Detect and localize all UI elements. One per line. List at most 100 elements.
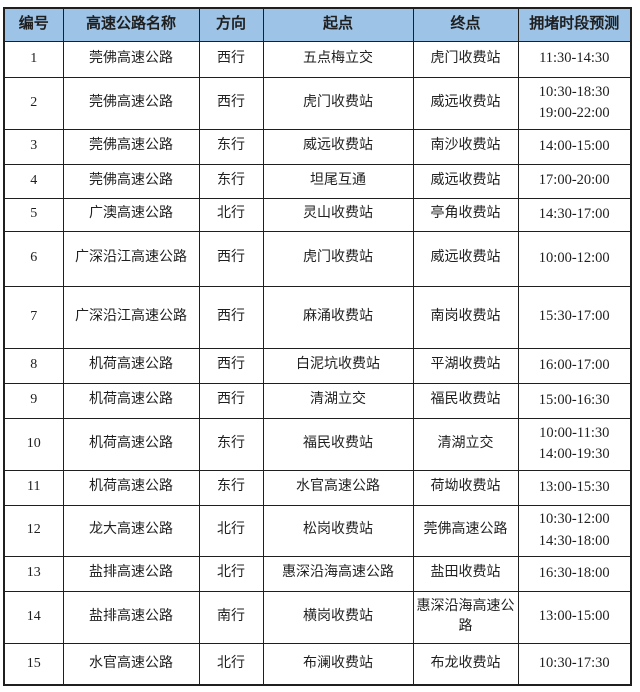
cell-direction: 南行 bbox=[198, 590, 264, 644]
table-row: 8 机荷高速公路 西行 白泥坑收费站 平湖收费站 16:00-17:00 bbox=[3, 347, 632, 384]
header-cell-congestion-forecast: 拥堵时段预测 bbox=[517, 7, 632, 42]
table-row: 7 广深沿江高速公路 西行 麻涌收费站 南岗收费站 15:30-17:00 bbox=[3, 285, 632, 349]
cell-start-point: 松岗收费站 bbox=[262, 504, 414, 557]
cell-congestion-time: 10:30-17:30 bbox=[517, 642, 632, 686]
table-row: 15 水官高速公路 北行 布澜收费站 布龙收费站 10:30-17:30 bbox=[3, 642, 632, 686]
cell-end-point: 福民收费站 bbox=[412, 382, 519, 419]
cell-start-point: 惠深沿海高速公路 bbox=[262, 555, 414, 592]
cell-congestion-time: 10:30-12:00 14:30-18:00 bbox=[517, 504, 632, 557]
cell-direction: 东行 bbox=[198, 469, 264, 506]
cell-row-number: 9 bbox=[3, 382, 64, 419]
cell-row-number: 7 bbox=[3, 285, 64, 349]
cell-congestion-time: 13:00-15:00 bbox=[517, 590, 632, 644]
cell-direction: 东行 bbox=[198, 128, 264, 165]
table-row: 9 机荷高速公路 西行 清湖立交 福民收费站 15:00-16:30 bbox=[3, 382, 632, 419]
table-row: 11 机荷高速公路 东行 水官高速公路 荷坳收费站 13:00-15:30 bbox=[3, 469, 632, 506]
cell-congestion-time: 16:00-17:00 bbox=[517, 347, 632, 384]
cell-congestion-time: 15:30-17:00 bbox=[517, 285, 632, 349]
cell-congestion-time: 10:00-11:30 14:00-19:30 bbox=[517, 417, 632, 471]
cell-congestion-time: 15:00-16:30 bbox=[517, 382, 632, 419]
table-row: 12 龙大高速公路 北行 松岗收费站 莞佛高速公路 10:30-12:00 14… bbox=[3, 504, 632, 557]
cell-congestion-time: 17:00-20:00 bbox=[517, 163, 632, 199]
cell-congestion-time: 10:30-18:30 19:00-22:00 bbox=[517, 76, 632, 130]
table-row: 14 盐排高速公路 南行 横岗收费站 惠深沿海高速公路 13:00-15:00 bbox=[3, 590, 632, 644]
cell-end-point: 荷坳收费站 bbox=[412, 469, 519, 506]
cell-end-point: 平湖收费站 bbox=[412, 347, 519, 384]
cell-highway-name: 机荷高速公路 bbox=[62, 469, 200, 506]
header-cell-number: 编号 bbox=[3, 7, 64, 42]
header-cell-end-point: 终点 bbox=[412, 7, 519, 42]
cell-direction: 西行 bbox=[198, 76, 264, 130]
highway-congestion-forecast-table: 编号 高速公路名称 方向 起点 终点 拥堵时段预测 1 莞佛高速公路 西行 五点… bbox=[3, 7, 632, 686]
cell-highway-name: 机荷高速公路 bbox=[62, 417, 200, 471]
cell-direction: 北行 bbox=[198, 555, 264, 592]
header-cell-highway-name: 高速公路名称 bbox=[62, 7, 200, 42]
cell-congestion-time: 14:00-15:00 bbox=[517, 128, 632, 165]
cell-start-point: 白泥坑收费站 bbox=[262, 347, 414, 384]
cell-start-point: 清湖立交 bbox=[262, 382, 414, 419]
cell-direction: 北行 bbox=[198, 642, 264, 686]
cell-end-point: 威远收费站 bbox=[412, 230, 519, 287]
cell-row-number: 3 bbox=[3, 128, 64, 165]
cell-highway-name: 莞佛高速公路 bbox=[62, 128, 200, 165]
table-row: 5 广澳高速公路 北行 灵山收费站 亭角收费站 14:30-17:00 bbox=[3, 197, 632, 232]
cell-direction: 西行 bbox=[198, 230, 264, 287]
cell-start-point: 坦尾互通 bbox=[262, 163, 414, 199]
cell-congestion-time: 14:30-17:00 bbox=[517, 197, 632, 232]
header-cell-direction: 方向 bbox=[198, 7, 264, 42]
cell-row-number: 12 bbox=[3, 504, 64, 557]
cell-row-number: 15 bbox=[3, 642, 64, 686]
cell-row-number: 10 bbox=[3, 417, 64, 471]
cell-row-number: 1 bbox=[3, 40, 64, 78]
cell-highway-name: 莞佛高速公路 bbox=[62, 163, 200, 199]
cell-highway-name: 广深沿江高速公路 bbox=[62, 230, 200, 287]
cell-row-number: 8 bbox=[3, 347, 64, 384]
table-body: 1 莞佛高速公路 西行 五点梅立交 虎门收费站 11:30-14:30 2 莞佛… bbox=[3, 40, 632, 686]
cell-end-point: 威远收费站 bbox=[412, 163, 519, 199]
cell-highway-name: 莞佛高速公路 bbox=[62, 76, 200, 130]
cell-row-number: 11 bbox=[3, 469, 64, 506]
cell-highway-name: 广深沿江高速公路 bbox=[62, 285, 200, 349]
cell-start-point: 虎门收费站 bbox=[262, 230, 414, 287]
table-row: 3 莞佛高速公路 东行 威远收费站 南沙收费站 14:00-15:00 bbox=[3, 128, 632, 165]
table-row: 13 盐排高速公路 北行 惠深沿海高速公路 盐田收费站 16:30-18:00 bbox=[3, 555, 632, 592]
cell-start-point: 布澜收费站 bbox=[262, 642, 414, 686]
header-cell-start-point: 起点 bbox=[262, 7, 414, 42]
cell-end-point: 布龙收费站 bbox=[412, 642, 519, 686]
cell-highway-name: 机荷高速公路 bbox=[62, 347, 200, 384]
cell-highway-name: 盐排高速公路 bbox=[62, 555, 200, 592]
cell-row-number: 13 bbox=[3, 555, 64, 592]
cell-start-point: 福民收费站 bbox=[262, 417, 414, 471]
cell-direction: 北行 bbox=[198, 197, 264, 232]
cell-row-number: 4 bbox=[3, 163, 64, 199]
cell-congestion-time: 11:30-14:30 bbox=[517, 40, 632, 78]
cell-end-point: 南岗收费站 bbox=[412, 285, 519, 349]
cell-row-number: 5 bbox=[3, 197, 64, 232]
cell-congestion-time: 10:00-12:00 bbox=[517, 230, 632, 287]
table-row: 1 莞佛高速公路 西行 五点梅立交 虎门收费站 11:30-14:30 bbox=[3, 40, 632, 78]
cell-direction: 东行 bbox=[198, 417, 264, 471]
header-row: 编号 高速公路名称 方向 起点 终点 拥堵时段预测 bbox=[3, 7, 632, 42]
cell-highway-name: 水官高速公路 bbox=[62, 642, 200, 686]
cell-row-number: 2 bbox=[3, 76, 64, 130]
cell-end-point: 虎门收费站 bbox=[412, 40, 519, 78]
cell-highway-name: 盐排高速公路 bbox=[62, 590, 200, 644]
cell-end-point: 盐田收费站 bbox=[412, 555, 519, 592]
cell-start-point: 横岗收费站 bbox=[262, 590, 414, 644]
cell-highway-name: 龙大高速公路 bbox=[62, 504, 200, 557]
cell-end-point: 惠深沿海高速公路 bbox=[412, 590, 519, 644]
cell-end-point: 威远收费站 bbox=[412, 76, 519, 130]
cell-end-point: 南沙收费站 bbox=[412, 128, 519, 165]
cell-congestion-time: 13:00-15:30 bbox=[517, 469, 632, 506]
cell-start-point: 水官高速公路 bbox=[262, 469, 414, 506]
cell-start-point: 灵山收费站 bbox=[262, 197, 414, 232]
cell-direction: 西行 bbox=[198, 382, 264, 419]
cell-direction: 东行 bbox=[198, 163, 264, 199]
cell-end-point: 亭角收费站 bbox=[412, 197, 519, 232]
cell-row-number: 14 bbox=[3, 590, 64, 644]
cell-highway-name: 机荷高速公路 bbox=[62, 382, 200, 419]
cell-congestion-time: 16:30-18:00 bbox=[517, 555, 632, 592]
table-row: 10 机荷高速公路 东行 福民收费站 清湖立交 10:00-11:30 14:0… bbox=[3, 417, 632, 471]
cell-highway-name: 广澳高速公路 bbox=[62, 197, 200, 232]
cell-start-point: 虎门收费站 bbox=[262, 76, 414, 130]
